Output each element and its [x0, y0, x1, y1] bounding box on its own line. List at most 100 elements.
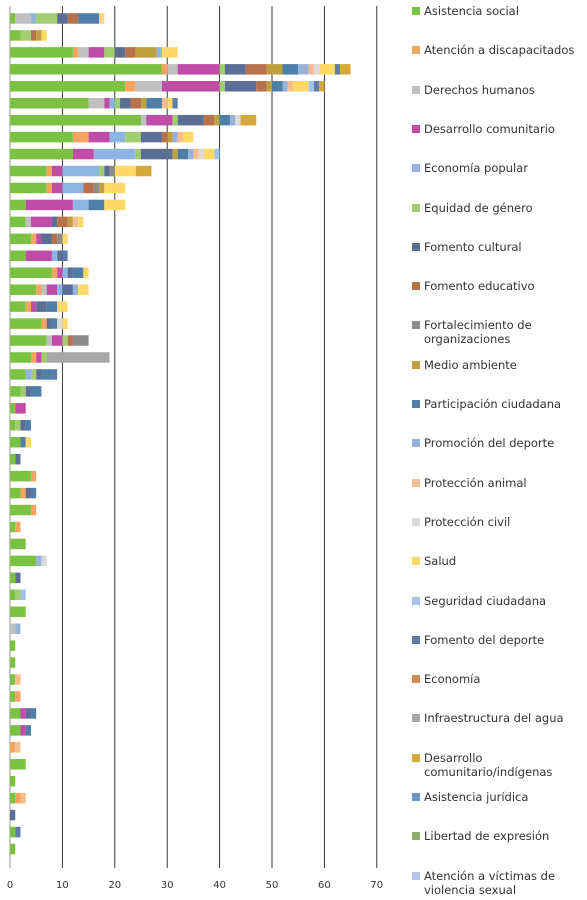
bar-segment-row9-series10 [172, 148, 178, 160]
legend-label: Economía [424, 672, 481, 687]
legend-swatch [412, 832, 420, 841]
bar-segment-row4-series10 [266, 64, 283, 75]
bar-segment-row22-series11 [41, 369, 52, 380]
legend-label: Seguridad ciudadana [424, 593, 547, 608]
bar-segment-row7-series3 [141, 114, 147, 126]
bar-segment-row3-series6 [104, 47, 115, 58]
legend-swatch [412, 164, 420, 173]
legend-swatch [412, 478, 420, 487]
bar-segment-row9-series12 [188, 148, 194, 160]
bar-segment-row3-series4 [88, 47, 105, 58]
legend-swatch [412, 400, 420, 408]
bar-segment-row36-series1 [10, 606, 26, 617]
bar-segment-row10-series6 [99, 165, 105, 177]
bar-segment-row13-series4 [30, 216, 52, 228]
bar-segment-row5-series1 [10, 81, 126, 92]
bar-segment-row4-series12 [298, 64, 309, 75]
bar-segment-row34-series7 [15, 572, 21, 584]
bar-segment-row22-series17 [51, 369, 58, 380]
bar-segment-row14-series2 [30, 233, 37, 245]
bar-segment-row17-series4 [46, 284, 58, 295]
bar-segment-row11-series8 [83, 182, 94, 194]
bar-segment-row41-series2 [15, 691, 21, 702]
bar-segment-row3-series15 [161, 47, 178, 58]
legend-label: Fomento cultural [424, 239, 522, 254]
bar-segment-row16-series4 [57, 267, 63, 278]
bar-segment-row41-series1 [10, 691, 16, 702]
bar-segment-row6-series3 [88, 97, 105, 109]
bar-segment-row4-series7 [224, 64, 246, 75]
bar-segment-row17-series3 [41, 284, 47, 295]
bar-segment-row3-series12 [156, 47, 162, 58]
legend-swatch [412, 85, 420, 94]
bar-segment-row6-series11 [146, 97, 162, 109]
bar-segment-row35-series16 [20, 589, 26, 601]
bar-segment-row13-series8 [57, 216, 68, 228]
bar-segment-row2-series6 [20, 30, 31, 41]
bar-segment-row4-series17 [334, 64, 341, 75]
bar-segment-row16-series1 [10, 267, 52, 278]
bar-segment-row25-series6 [15, 420, 21, 431]
bar-segment-row6-series8 [130, 97, 141, 109]
bar-segment-row7-series11 [219, 114, 231, 126]
legend-label: Protección animal [424, 475, 527, 490]
bar-segment-row8-series15 [182, 131, 194, 143]
bar-segment-row11-series1 [10, 182, 47, 194]
legend-swatch [412, 282, 420, 291]
bar-segment-row47-series2 [15, 792, 21, 804]
x-tick-label: 10 [56, 880, 69, 891]
bar-segment-row1-series5 [30, 13, 37, 24]
bar-segment-row5-series10 [266, 81, 272, 92]
bar-segment-row3-series3 [78, 47, 89, 58]
bar-segment-row33-series14 [41, 555, 47, 567]
bar-segment-row3-series8 [125, 47, 136, 58]
bar-segment-row5-series4 [161, 81, 220, 92]
bar-segment-row22-series7 [36, 369, 42, 380]
bar-segment-row11-series2 [46, 182, 52, 194]
bar-segment-row29-series7 [25, 487, 31, 499]
bar-segment-row18-series2 [25, 301, 31, 312]
legend-swatch [412, 714, 420, 723]
legend-label: Fomento del deporte [424, 632, 545, 647]
bar-segment-row14-series4 [36, 233, 42, 245]
bar-segment-row15-series5 [51, 250, 58, 262]
bar-segment-row7-series14 [235, 114, 241, 126]
bar-segment-row12-series5 [72, 199, 89, 211]
bar-segment-row42-series11 [30, 708, 37, 719]
bar-segment-row3-series2 [72, 47, 79, 58]
bar-segment-row15-series1 [10, 250, 26, 262]
x-tick-label: 0 [7, 880, 13, 891]
bar-segment-row50-series1 [10, 843, 16, 855]
bar-segment-row14-series1 [10, 233, 31, 245]
bar-segment-row7-series12 [230, 114, 236, 126]
bar-segment-row5-series2 [125, 81, 136, 92]
bar-segment-row17-series12 [72, 284, 79, 295]
bar-segment-row16-series2 [51, 267, 58, 278]
bar-segment-row7-series7 [177, 114, 204, 126]
bar-segment-row22-series5 [25, 369, 31, 380]
bar-segment-row15-series4 [25, 250, 52, 262]
bar-segment-row5-series12 [282, 81, 288, 92]
bar-segment-row12-series4 [25, 199, 73, 211]
legend-swatch [412, 439, 420, 448]
legend-label: Desarrollo comunitario/indígenas [424, 750, 553, 779]
x-tick-label: 60 [318, 880, 331, 891]
bar-segment-row18-series4 [30, 301, 37, 312]
bar-segment-row1-series11 [78, 13, 100, 24]
bar-segment-row9-series1 [10, 148, 73, 160]
bar-segment-row21-series6 [41, 352, 47, 363]
bar-segment-row28-series1 [10, 470, 31, 482]
bar-segment-row44-series13 [15, 742, 21, 753]
bar-segment-row14-series15 [62, 233, 68, 245]
bar-segment-row8-series2 [72, 131, 89, 143]
bar-segment-row7-series20 [240, 114, 257, 126]
bar-segment-row44-series2 [10, 742, 16, 753]
bar-segment-row12-series11 [88, 199, 105, 211]
bar-segment-row10-series9 [109, 165, 115, 177]
legend-swatch [412, 675, 420, 684]
bar-segment-row15-series17 [62, 250, 68, 262]
bar-segment-row39-series1 [10, 657, 16, 668]
bar-segment-row34-series1 [10, 572, 16, 584]
bar-segment-row16-series11 [72, 267, 84, 278]
legend-label: Protección civil [424, 514, 511, 529]
